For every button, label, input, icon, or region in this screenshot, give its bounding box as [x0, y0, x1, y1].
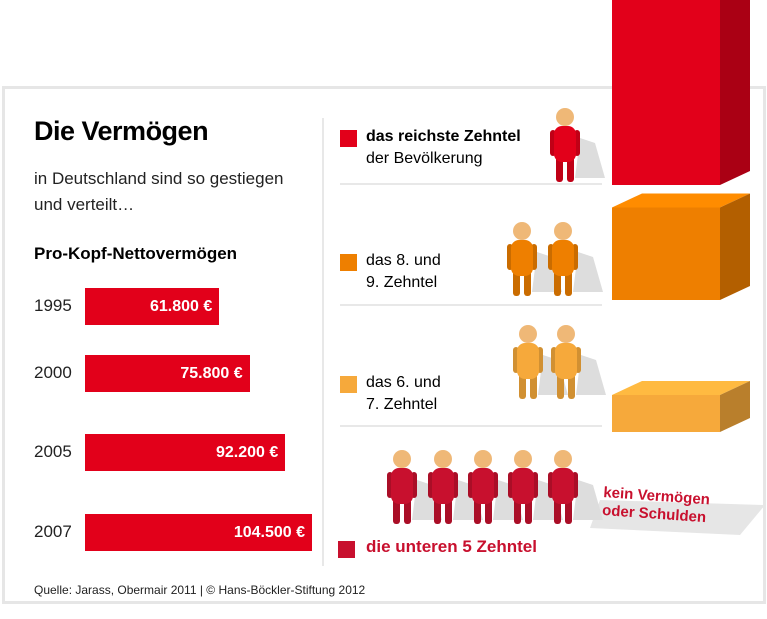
legend-8-9: das 8. und 9. Zehntel [366, 250, 441, 294]
divider [340, 425, 602, 427]
legend-6-7: das 6. und 7. Zehntel [366, 372, 441, 416]
bar3d-front [612, 0, 720, 185]
chart-title: Die Vermögen [34, 116, 209, 146]
person-icon [548, 222, 603, 296]
divider [340, 183, 602, 185]
bar-2007: 104.500 € [85, 514, 312, 551]
source-footer: Quelle: Jarass, Obermair 2011 | © Hans-B… [34, 583, 366, 597]
legend-line: das 8. und [366, 252, 441, 269]
divider [340, 304, 602, 306]
legend-swatch-top10 [340, 130, 357, 147]
bar3d-side [720, 0, 750, 185]
legend-line: 9. Zehntel [366, 274, 438, 291]
legend-top10-bold: das reichste Zehntel [366, 128, 521, 145]
bar3d-front [612, 395, 720, 432]
year-label: 2000 [34, 363, 72, 382]
person-icon [550, 108, 605, 182]
bar3d-side [720, 381, 750, 432]
legend-line: das 6. und [366, 374, 441, 391]
person-icon [507, 222, 562, 296]
legend-top10: das reichste Zehntel der Bevölkerung [366, 126, 521, 170]
legend-swatch-bottom5 [338, 541, 355, 558]
legend-bottom5: die unteren 5 Zehntel [366, 537, 537, 556]
person-icon [428, 450, 483, 524]
bar-1995: 61.800 € [85, 288, 220, 325]
legend-top10-sub: der Bevölkerung [366, 150, 483, 167]
divider-vertical [322, 118, 324, 566]
bar-2000: 75.800 € [85, 355, 250, 392]
bar3d-side [720, 193, 750, 300]
year-label: 2005 [34, 442, 72, 461]
bar-section-title: Pro-Kopf-Nettovermögen [34, 244, 238, 263]
year-label: 1995 [34, 296, 72, 315]
shadow-plane [590, 500, 765, 535]
legend-swatch-6-7 [340, 376, 357, 393]
bar3d-front [612, 207, 720, 300]
bar3d-top [612, 381, 750, 395]
legend-line: 7. Zehntel [366, 396, 438, 413]
annotation-no-wealth: kein Vermögen oder Schulden [601, 484, 711, 527]
person-icon [551, 325, 606, 399]
year-label: 2007 [34, 522, 72, 541]
bar3d-top [612, 193, 750, 208]
legend-swatch-8-9 [340, 254, 357, 271]
person-icon [513, 325, 568, 399]
chart-subtitle: in Deutschland sind so gestiegen und ver… [34, 169, 284, 214]
bar-2005: 92.200 € [85, 434, 286, 471]
person-icon [548, 450, 603, 524]
